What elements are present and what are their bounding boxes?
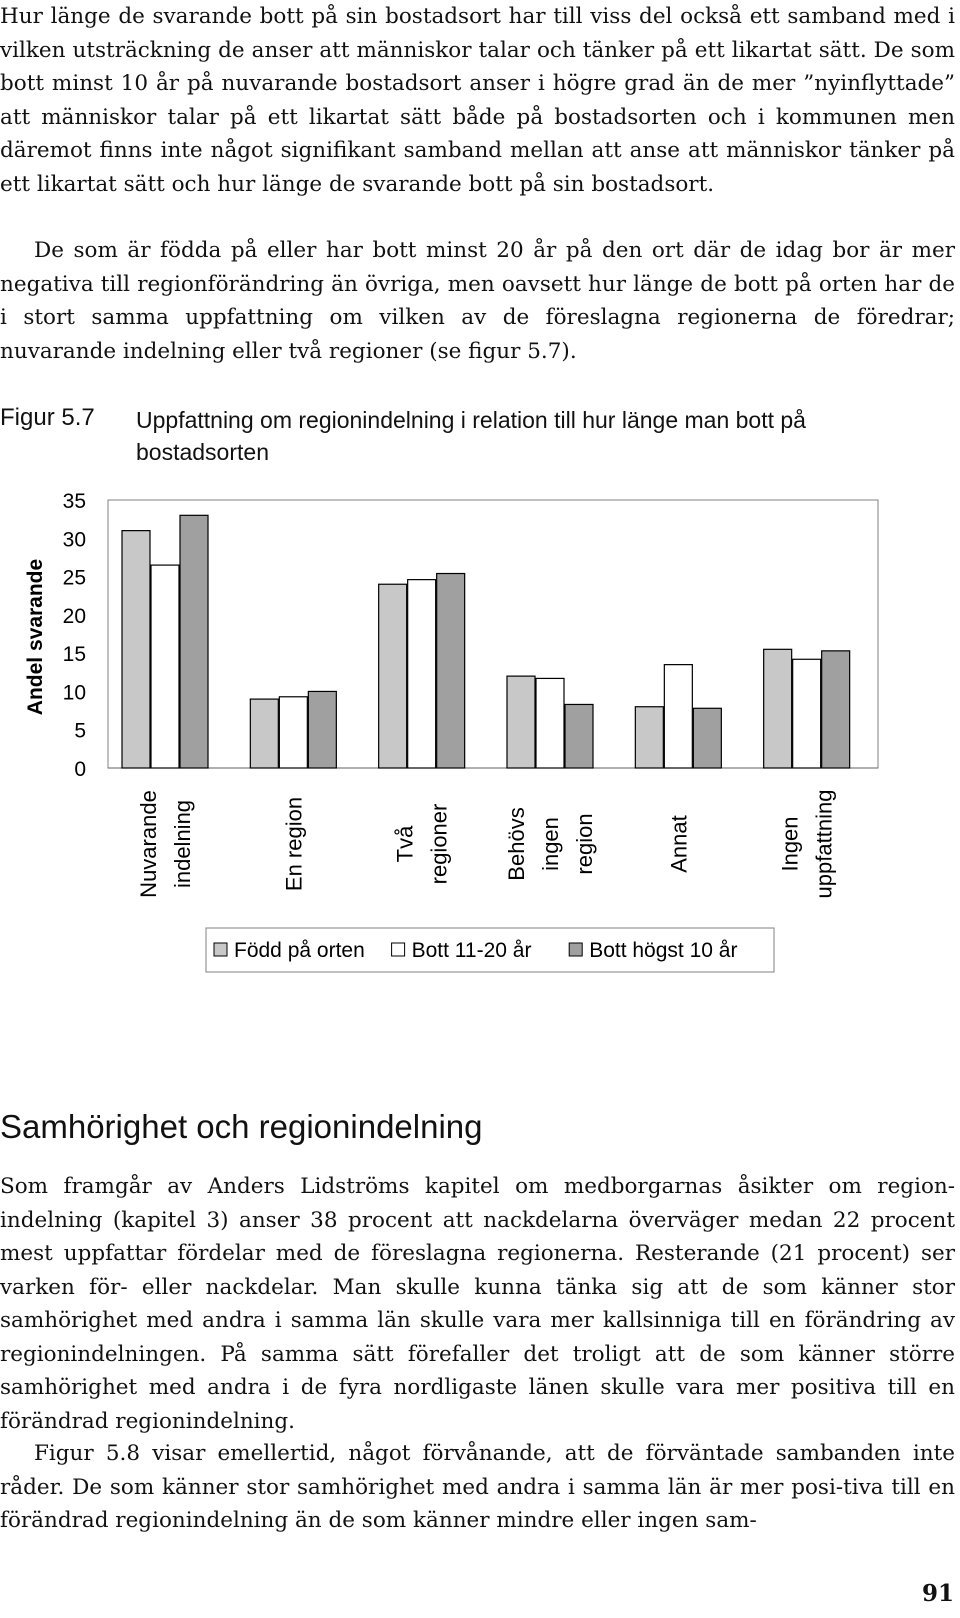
bar [407,579,437,769]
x-category-labels: Nuvarande indelning En region Två regioner Be… [136,790,837,899]
x-category-label: Behövs ingen region [504,807,597,880]
y-tick-label: 15 [63,643,86,666]
legend-swatch [568,942,583,957]
plot-area [107,499,879,769]
x-category-label: Nuvarande indelning [136,790,195,898]
chart-legend: Född på orten Bott 11-20 år Bott högst 10 … [205,927,775,973]
y-tick-label: 10 [63,681,86,704]
y-tick-label: 5 [74,720,86,743]
legend-box [205,927,775,973]
paragraph-intro: Hur länge de svarande bott på sin bostad… [0,4,955,197]
y-axis-label: Andel svarande [24,559,47,715]
figure-caption: Uppfattning om regionindelning i relatio… [136,407,806,465]
x-category-label: Ingen uppfattning [778,790,837,899]
bar [150,564,180,769]
bar [535,677,565,769]
x-category-label: Annat [666,815,691,873]
y-tick-label: 35 [63,490,86,513]
legend-label: Bott högst 10 år [589,939,737,962]
bar [564,703,594,769]
y-tick-label: 25 [63,567,86,590]
bar [506,675,536,769]
legend-swatch [213,942,228,957]
paragraph-cohesion: Som framgår av Anders Lidströms kapitel … [0,1174,955,1434]
bar [278,696,308,769]
bar-chart: 0 5 10 15 20 25 30 35 Nuvarande indelning En regi… [24,490,879,973]
bar [121,530,151,769]
bar [378,583,408,769]
section-heading: Samhörighet och regionindelning [0,1108,483,1145]
y-tick-label: 20 [63,605,86,628]
bar [634,706,664,769]
y-tick-label: 0 [74,758,86,781]
bar [792,658,822,769]
y-tick-label: 30 [63,528,86,551]
chart-bars [121,514,851,769]
bar [692,707,722,769]
y-tick-labels: 0 5 10 15 20 25 30 35 [63,490,86,781]
bar [821,650,851,769]
x-category-label: En region [281,797,306,891]
x-category-label: Två regioner [393,804,452,885]
bar [763,648,793,769]
paragraph-figure-5-8: Figur 5.8 visar emellertid, något förvån… [0,1441,955,1533]
legend-label: Född på orten [234,939,365,962]
chart-grid [107,499,879,769]
bar [179,514,209,769]
bar [249,698,279,769]
figure-label: Figur 5.7 [0,404,95,431]
bar [307,690,337,769]
legend-label: Bott 11-20 år [412,939,532,962]
paragraph-region-preference: De som är födda på eller har bott minst … [0,238,955,364]
legend-swatch [391,942,406,957]
page-number: 91 [921,1580,954,1607]
bar [663,664,693,769]
bar [436,572,466,769]
